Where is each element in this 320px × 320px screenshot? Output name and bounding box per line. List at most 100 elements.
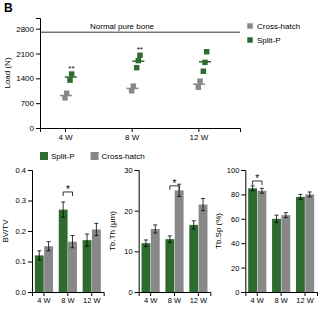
tick: 8 W (274, 292, 288, 305)
tick: 12 W (83, 292, 101, 305)
legend-label: Cross-hatch (102, 152, 145, 161)
y-axis-title: Tb.Sp (%) (214, 213, 223, 249)
tick-label: 12 W (83, 296, 101, 305)
annotation: ** (137, 45, 143, 54)
tick-mark (135, 251, 139, 252)
tick-label: 700 (21, 99, 35, 108)
bar (151, 229, 160, 292)
tick-mark (36, 29, 40, 30)
tick-mark (28, 262, 32, 263)
bar-chart: 4 W 8 W 12 W 0 20 40 60 80 100 Tb.Sp (%) * (214, 166, 317, 305)
bar (199, 205, 208, 292)
tick-label: 100 (227, 166, 240, 175)
tick-label: 0 (235, 288, 239, 297)
x-axis: 4 W 8 W 12 W (33, 292, 105, 305)
tick-label: 4 W (37, 296, 51, 305)
tick: 20 (124, 207, 138, 216)
tick-mark (198, 128, 199, 132)
tick-label: 0.3 (16, 196, 26, 205)
tick-mark (36, 128, 40, 129)
tick-mark (28, 231, 32, 232)
tick-mark (28, 201, 32, 202)
legend: Cross-hatchSplit-P (247, 22, 300, 45)
bar (44, 246, 53, 292)
legend-label: Split-P (51, 152, 75, 161)
bar (189, 225, 198, 292)
tick-label: 40 (231, 239, 239, 248)
tick-label: 8 W (61, 296, 75, 305)
point (201, 68, 206, 73)
bar (296, 197, 305, 292)
bar (305, 194, 314, 292)
tick-label: 4 W (251, 296, 265, 305)
reference-line (40, 32, 240, 33)
annotation: * (255, 173, 259, 184)
annotations: * (253, 173, 262, 185)
axis-line (28, 171, 33, 293)
tick-label: 8 W (168, 296, 182, 305)
tick-mark (36, 78, 40, 79)
y-axis: 0700140021002800 (16, 19, 40, 134)
tick-mark (36, 53, 40, 54)
tick-label: 0 (30, 124, 35, 133)
tick-mark (241, 170, 245, 171)
point (134, 65, 139, 70)
bar (142, 243, 151, 292)
tick: 0.4 (16, 166, 32, 175)
bar (83, 240, 92, 292)
tick-label: 0.2 (16, 227, 26, 236)
tick-label: 4 W (144, 296, 158, 305)
tick-label: 0.1 (16, 257, 26, 266)
tick-mark (241, 243, 245, 244)
bar (35, 255, 44, 292)
plot-area (35, 202, 101, 292)
bar (175, 190, 184, 292)
tick-label: 2800 (16, 25, 34, 34)
tick: 1400 (16, 74, 40, 83)
tick-mark (241, 292, 245, 293)
error-bar (251, 186, 255, 191)
point (197, 78, 202, 83)
series (65, 49, 211, 83)
series (248, 186, 305, 292)
tick: 12 W (296, 292, 314, 305)
tick-label: 0.0 (16, 288, 26, 297)
tick-label: 80 (231, 190, 239, 199)
y-axis-title: BV/TV (1, 219, 10, 243)
tick-label: 0.4 (16, 166, 26, 175)
tick-mark (132, 128, 133, 132)
plot-area (248, 186, 314, 292)
x-axis: 4 W8 W12 W (41, 128, 241, 142)
point (196, 84, 201, 89)
tick: 40 (231, 239, 245, 248)
mean-bar (60, 95, 72, 97)
tick: 0 (128, 288, 138, 297)
annotation: * (173, 178, 177, 189)
tick-label: 20 (231, 264, 239, 273)
tick: 60 (231, 215, 245, 224)
annotations: Normal pure bone**** (68, 22, 154, 72)
error-bar (153, 225, 157, 233)
tick: 20 (231, 264, 245, 273)
series (258, 188, 315, 292)
tick: 0.3 (16, 196, 32, 205)
tick: 4 W (58, 128, 73, 142)
legend-swatch (247, 37, 252, 42)
tick-label: 0 (128, 288, 132, 297)
tick: 0.1 (16, 257, 32, 266)
scatter-chart: 4 W8 W12 W0700140021002800Load (N)BNorma… (3, 1, 300, 142)
annotations: * (170, 178, 179, 190)
tick: 4 W (37, 292, 51, 305)
tick-label: 4 W (58, 133, 73, 142)
error-bar (201, 198, 205, 210)
legend-swatch (247, 23, 252, 28)
tick-label: 1400 (16, 74, 34, 83)
tick: 0.0 (16, 288, 32, 297)
axis-line (41, 129, 241, 133)
tick-mark (36, 103, 40, 104)
bar-chart: 4 W8 W12 W0102030Tb.Th (μm)* (108, 166, 211, 305)
tick-mark (28, 292, 32, 293)
mean-bar (132, 60, 144, 62)
x-axis: 4 W 8 W 12 W (246, 292, 318, 305)
tick: 8 W (61, 292, 75, 305)
